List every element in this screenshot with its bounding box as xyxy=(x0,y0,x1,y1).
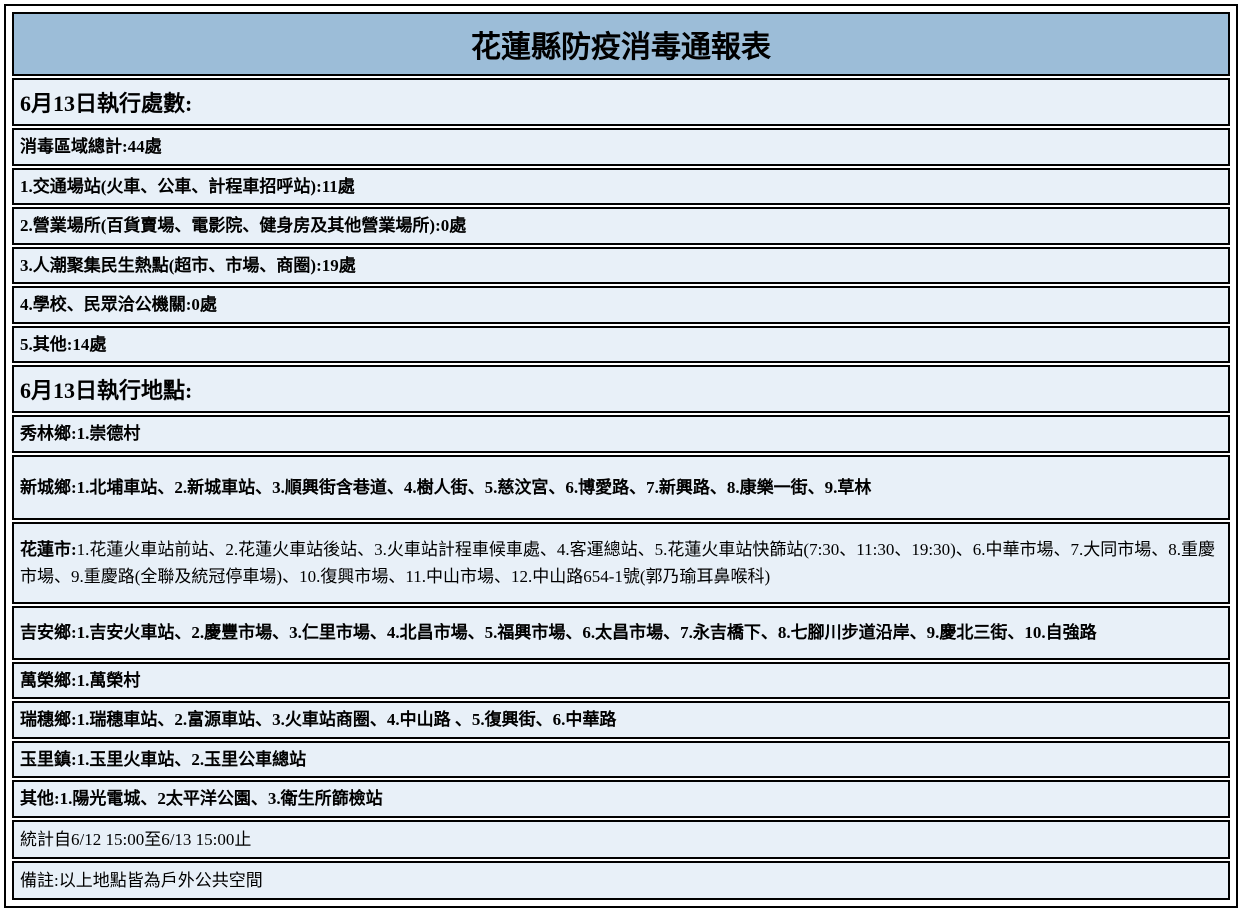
hualien-label: 花蓮市: xyxy=(20,540,77,559)
location-xiulin-row: 秀林鄉:1.崇德村 xyxy=(12,415,1230,453)
location-xincheng-row: 新城鄉:1.北埔車站、2.新城車站、3.順興街含巷道、4.樹人街、5.慈汶宮、6… xyxy=(12,455,1230,521)
report-title: 花蓮縣防疫消毒通報表 xyxy=(12,12,1230,76)
locations-section-header: 6月13日執行地點: xyxy=(12,365,1230,413)
stats-period-row: 統計自6/12 15:00至6/13 15:00止 xyxy=(12,820,1230,859)
location-jian-row: 吉安鄉:1.吉安火車站、2.慶豐市場、3.仁里市場、4.北昌市場、5.福興市場、… xyxy=(12,606,1230,660)
category-5-row: 5.其他:14處 xyxy=(12,326,1230,364)
location-yuli-row: 玉里鎮:1.玉里火車站、2.玉里公車總站 xyxy=(12,741,1230,779)
category-2-row: 2.營業場所(百貨賣場、電影院、健身房及其他營業場所):0處 xyxy=(12,207,1230,245)
report-table: 花蓮縣防疫消毒通報表 6月13日執行處數: 消毒區域總計:44處 1.交通場站(… xyxy=(10,10,1232,902)
category-3-row: 3.人潮聚集民生熱點(超市、市場、商圈):19處 xyxy=(12,247,1230,285)
note-row: 備註:以上地點皆為戶外公共空間 xyxy=(12,861,1230,900)
total-count-row: 消毒區域總計:44處 xyxy=(12,128,1230,166)
report-frame: 花蓮縣防疫消毒通報表 6月13日執行處數: 消毒區域總計:44處 1.交通場站(… xyxy=(4,4,1238,908)
location-other-row: 其他:1.陽光電城、2太平洋公園、3.衛生所篩檢站 xyxy=(12,780,1230,818)
category-1-row: 1.交通場站(火車、公車、計程車招呼站):11處 xyxy=(12,168,1230,206)
category-4-row: 4.學校、民眾洽公機關:0處 xyxy=(12,286,1230,324)
location-ruisui-row: 瑞穗鄉:1.瑞穗車站、2.富源車站、3.火車站商圈、4.中山路 、5.復興街、6… xyxy=(12,701,1230,739)
location-wanrong-row: 萬榮鄉:1.萬榮村 xyxy=(12,662,1230,700)
counts-section-header: 6月13日執行處數: xyxy=(12,78,1230,126)
location-hualien-row: 花蓮市:1.花蓮火車站前站、2.花蓮火車站後站、3.火車站計程車候車處、4.客運… xyxy=(12,522,1230,604)
hualien-content: 1.花蓮火車站前站、2.花蓮火車站後站、3.火車站計程車候車處、4.客運總站、5… xyxy=(20,540,1215,586)
